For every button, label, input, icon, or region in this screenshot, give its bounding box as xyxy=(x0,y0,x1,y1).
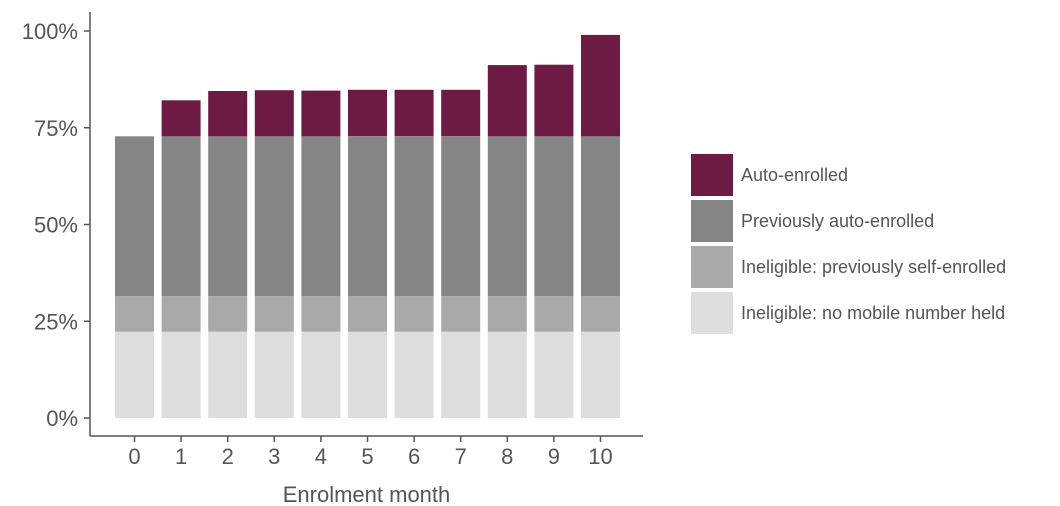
bar-segment-month-10-series-1 xyxy=(581,296,620,332)
x-axis: 0 1 2 3 4 5 6 7 8 9 10 xyxy=(90,435,643,469)
x-tick-label: 4 xyxy=(315,444,327,469)
bar-segment-month-2-series-3 xyxy=(208,91,248,137)
bar-segment-month-3-series-1 xyxy=(254,296,294,332)
x-tick-label: 7 xyxy=(455,444,467,469)
x-tick-label: 2 xyxy=(222,444,234,469)
bar-segment-month-4-series-2 xyxy=(301,136,341,297)
bar-segment-month-6-series-2 xyxy=(394,136,434,297)
bar-segment-month-10-series-0 xyxy=(581,331,620,418)
bar-segment-month-7-series-3 xyxy=(441,89,481,137)
x-axis-title: Enrolment month xyxy=(283,482,451,506)
bar-segment-month-5-series-3 xyxy=(348,89,387,137)
bar-segment-month-1-series-2 xyxy=(161,136,201,297)
bars-group xyxy=(115,34,620,418)
bar-segment-month-1-series-1 xyxy=(161,296,201,332)
legend-label: Ineligible: no mobile number held xyxy=(741,303,1005,323)
legend-label: Auto-enrolled xyxy=(741,165,848,185)
bar-segment-month-4-series-1 xyxy=(301,296,341,332)
legend: Auto-enrolled Previously auto-enrolled Ine… xyxy=(691,154,1006,334)
bar-segment-month-8-series-1 xyxy=(487,296,527,332)
bar-segment-month-7-series-2 xyxy=(441,136,481,297)
bar-segment-month-10-series-2 xyxy=(581,136,620,297)
x-tick-label: 1 xyxy=(175,444,187,469)
x-tick-label: 10 xyxy=(588,444,612,469)
bar-segment-month-9-series-3 xyxy=(534,64,574,137)
y-axis: 0% 25% 50% 75% 100% xyxy=(22,12,91,436)
bar-segment-month-10-series-3 xyxy=(581,34,620,137)
y-tick-label: 100% xyxy=(22,19,78,44)
bar-segment-month-2-series-0 xyxy=(208,331,248,418)
bar-segment-month-7-series-1 xyxy=(441,296,481,332)
bar-segment-month-4-series-0 xyxy=(301,331,341,418)
bar-segment-month-3-series-0 xyxy=(254,331,294,418)
bar-segment-month-0-series-0 xyxy=(115,331,154,418)
x-tick-label: 8 xyxy=(501,444,513,469)
legend-swatch xyxy=(691,200,733,242)
bar-segment-month-9-series-1 xyxy=(534,296,574,332)
bar-segment-month-3-series-3 xyxy=(254,90,294,137)
bar-segment-month-9-series-0 xyxy=(534,331,574,418)
x-tick-label: 6 xyxy=(408,444,420,469)
legend-swatch xyxy=(691,292,733,334)
legend-label: Previously auto-enrolled xyxy=(741,211,934,231)
x-tick-label: 3 xyxy=(268,444,280,469)
legend-label: Ineligible: previously self-enrolled xyxy=(741,257,1006,277)
bar-segment-month-5-series-1 xyxy=(348,296,387,332)
legend-swatch xyxy=(691,246,733,288)
bar-segment-month-8-series-2 xyxy=(487,136,527,297)
bar-segment-month-6-series-3 xyxy=(394,89,434,137)
bar-segment-month-6-series-0 xyxy=(394,331,434,418)
bar-segment-month-0-series-1 xyxy=(115,296,154,332)
bar-segment-month-2-series-1 xyxy=(208,296,248,332)
bar-segment-month-6-series-1 xyxy=(394,296,434,332)
legend-swatch xyxy=(691,154,733,196)
bar-segment-month-5-series-0 xyxy=(348,331,387,418)
bar-segment-month-2-series-2 xyxy=(208,136,248,297)
x-tick-label: 0 xyxy=(128,444,140,469)
bar-segment-month-3-series-2 xyxy=(254,136,294,297)
bar-segment-month-7-series-0 xyxy=(441,331,481,418)
y-tick-label: 25% xyxy=(34,309,78,334)
y-tick-label: 50% xyxy=(34,213,78,238)
bar-segment-month-5-series-2 xyxy=(348,136,387,297)
bar-segment-month-9-series-2 xyxy=(534,136,574,297)
bar-segment-month-1-series-3 xyxy=(161,100,201,137)
bar-segment-month-0-series-2 xyxy=(115,136,154,297)
bar-segment-month-4-series-3 xyxy=(301,90,341,137)
bar-segment-month-8-series-0 xyxy=(487,331,527,418)
y-tick-label: 75% xyxy=(34,116,78,141)
x-tick-label: 9 xyxy=(548,444,560,469)
y-tick-label: 0% xyxy=(46,406,78,431)
bar-segment-month-8-series-3 xyxy=(487,65,527,137)
x-tick-label: 5 xyxy=(361,444,373,469)
bar-segment-month-1-series-0 xyxy=(161,331,201,418)
